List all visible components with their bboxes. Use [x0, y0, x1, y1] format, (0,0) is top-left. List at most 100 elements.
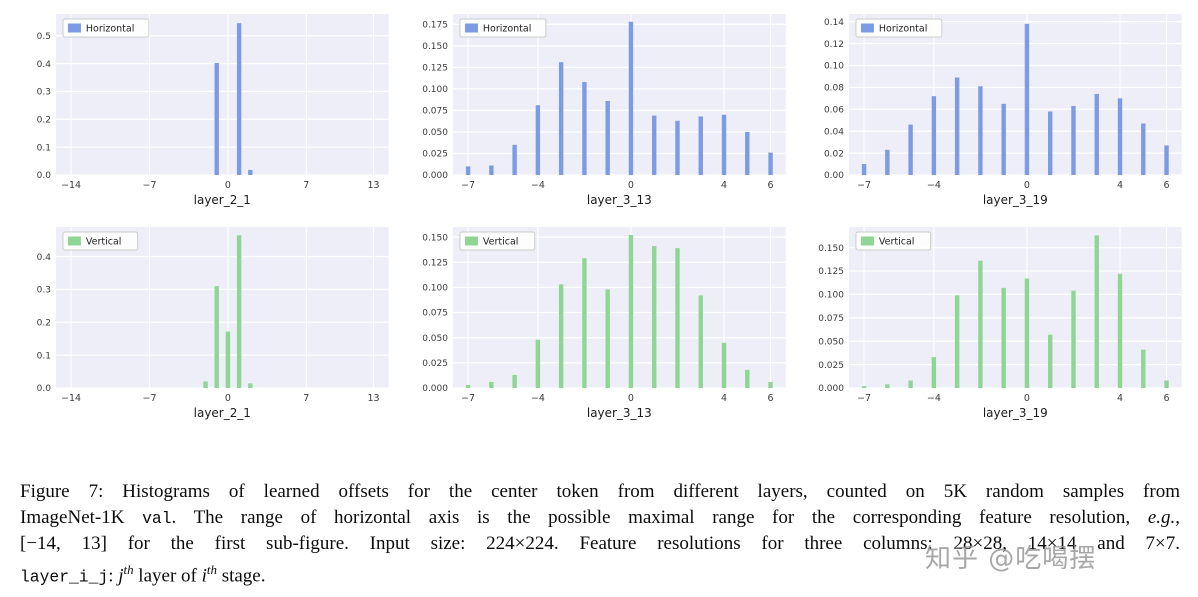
x-tick-label: 6 [1164, 180, 1170, 191]
x-tick-label: 4 [721, 180, 727, 191]
x-tick-label: 0 [628, 393, 634, 404]
bar [1048, 111, 1053, 175]
x-tick-label: −14 [61, 393, 81, 404]
caption-segment: Figure 7: Histograms of learned offsets … [20, 481, 1180, 502]
legend-box [62, 18, 150, 38]
chart-canvas: 0.000 0.025 0.050 0.075 0.100 0.125 0.150 −7 −4 0… [422, 227, 786, 420]
caption-segment: i [201, 564, 207, 586]
bar [721, 114, 726, 175]
y-tick-label: 0.000 [422, 384, 448, 394]
x-tick-label: 6 [767, 180, 773, 191]
x-tick-label: 7 [303, 393, 309, 404]
bar [465, 166, 470, 175]
x-axis-label: layer_3_19 [983, 193, 1048, 207]
bar [1025, 23, 1030, 175]
x-tick-label: 13 [368, 180, 380, 191]
bar [908, 380, 914, 388]
y-tick-label: 0.3 [37, 286, 51, 296]
bar [862, 164, 867, 175]
caption-segment: th [123, 561, 134, 577]
x-tick-label: 7 [303, 180, 309, 191]
caption-segment: e.g. [1147, 506, 1176, 528]
bar [488, 381, 494, 388]
plot-area [849, 227, 1182, 388]
chart-canvas: 0.000 0.025 0.050 0.075 0.100 0.125 0.150 0.175… [422, 14, 786, 207]
y-tick-label: 0.025 [422, 359, 448, 369]
bar [721, 342, 726, 388]
legend-label: Horizontal [483, 23, 531, 34]
bar [1025, 278, 1030, 388]
bar [236, 23, 242, 175]
bar [512, 374, 517, 388]
bar [512, 144, 517, 175]
bar [1164, 380, 1170, 388]
histogram-vertical-layer-3-19: 0.000 0.025 0.050 0.075 0.100 0.125 0.150 −7 −4 0… [801, 219, 1190, 425]
caption-segment: layer_i_j [20, 566, 109, 586]
x-axis-label: layer_2_1 [194, 406, 251, 420]
chart-canvas: 0.0 0.1 0.2 0.3 0.4 −14 −7 0 7 13 layer_2_1 Vertica… [37, 227, 389, 420]
bar [1118, 273, 1123, 388]
bar [1164, 145, 1170, 175]
x-tick-label: 0 [225, 393, 231, 404]
bar [885, 384, 890, 388]
x-tick-label: −4 [927, 393, 941, 404]
caption-segment: , [1175, 506, 1180, 528]
legend-box [62, 231, 139, 251]
y-tick-label: 0.125 [422, 258, 448, 268]
y-tick-label: 0.4 [37, 253, 52, 263]
bar [651, 115, 657, 175]
bar [955, 77, 960, 175]
bar [1071, 290, 1077, 388]
histogram-horizontal-layer-3-13: 0.000 0.025 0.050 0.075 0.100 0.125 0.150 0.175… [405, 6, 794, 212]
bar [862, 386, 867, 388]
chart-canvas: 0.0 0.1 0.2 0.3 0.4 0.5 −14 −7 0 7 13 layer_2_1 Hori… [37, 14, 389, 207]
y-tick-label: 0.14 [824, 18, 844, 28]
bar [932, 357, 937, 388]
figure-panels: 0.0 0.1 0.2 0.3 0.4 0.5 −14 −7 0 7 13 layer_2_1 Hori… [8, 6, 1190, 425]
y-tick-label: 0.150 [819, 244, 845, 254]
x-tick-label: −7 [143, 393, 157, 404]
legend-box [459, 18, 547, 38]
y-tick-label: 0.050 [422, 334, 448, 344]
caption-line: ImageNet-1K val. The range of horizontal… [20, 505, 1180, 532]
bar [1001, 287, 1007, 388]
caption-segment: . The range of horizontal axis is the po… [171, 506, 1148, 528]
x-tick-label: −4 [927, 180, 941, 191]
x-tick-label: 4 [1117, 180, 1123, 191]
legend-label: Horizontal [86, 23, 134, 34]
x-axis-label: layer_3_13 [587, 193, 652, 207]
y-tick-label: 0.3 [37, 88, 51, 98]
x-tick-label: −7 [857, 393, 871, 404]
bar [535, 339, 540, 388]
x-tick-label: 6 [767, 393, 773, 404]
bar [932, 96, 937, 175]
plot-area [452, 14, 786, 175]
bar [674, 120, 680, 175]
histogram-vertical-layer-3-13: 0.000 0.025 0.050 0.075 0.100 0.125 0.150 −7 −4 0… [405, 219, 794, 425]
legend-swatch [67, 236, 81, 246]
bar [978, 260, 983, 388]
bar [698, 295, 703, 388]
bar [605, 289, 610, 388]
chart-canvas: 0.000 0.025 0.050 0.075 0.100 0.125 0.150 −7 −4 0… [819, 227, 1182, 420]
bar [558, 62, 564, 175]
caption-segment: val [142, 508, 172, 528]
x-axis-label: layer_2_1 [194, 193, 251, 207]
histogram-vertical-layer-2-1: 0.0 0.1 0.2 0.3 0.4 −14 −7 0 7 13 layer_2_1 Vertica… [8, 219, 397, 425]
bar [248, 169, 253, 175]
legend-label: Vertical [879, 236, 914, 247]
caption-segment: [−14, 13] for the first sub-figure. Inpu… [20, 533, 1180, 554]
x-tick-label: −7 [461, 393, 475, 404]
legend-swatch [861, 236, 875, 246]
bar [674, 248, 680, 388]
x-tick-label: −4 [531, 180, 545, 191]
x-tick-label: −7 [461, 180, 475, 191]
x-axis-label: layer_3_13 [587, 406, 652, 420]
y-tick-label: 0.125 [422, 64, 448, 74]
bar [651, 246, 657, 388]
caption-segment: th [206, 561, 217, 577]
caption-segment: stage. [216, 564, 266, 586]
bar [744, 131, 750, 175]
y-tick-label: 0.100 [819, 291, 845, 301]
bar [1141, 349, 1146, 388]
